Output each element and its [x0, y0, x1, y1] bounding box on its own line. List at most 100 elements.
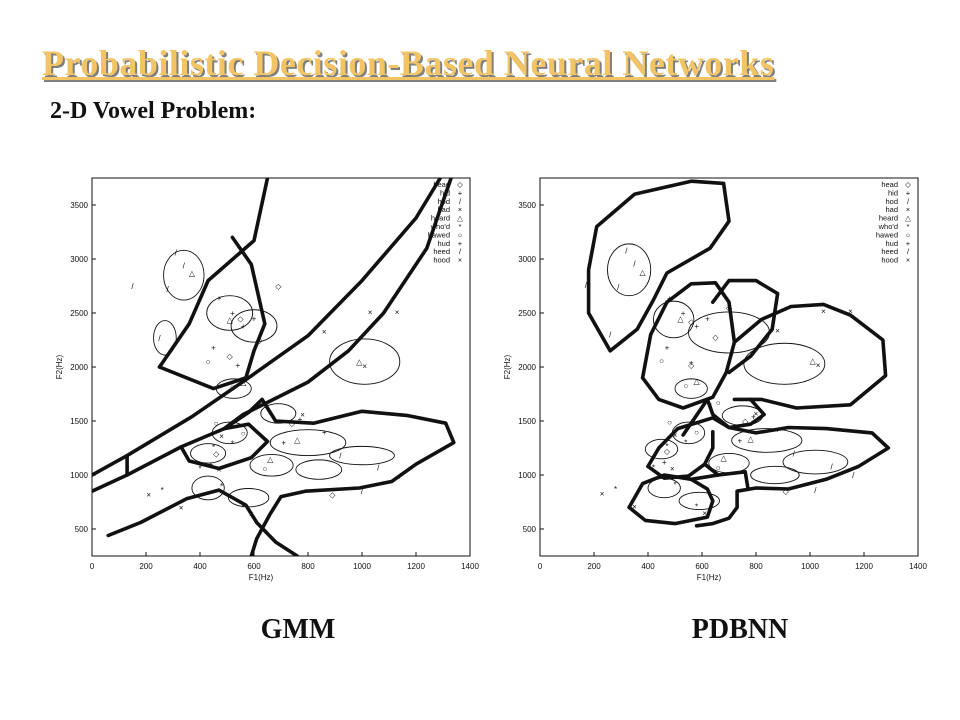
- data-point: ◇: [237, 314, 244, 323]
- y-tick-label: 1000: [518, 471, 536, 480]
- pdbnn-scatter-chart: 0 200 400 600 800 1000 1200 1400 500 1000 1500 2000…: [503, 177, 927, 582]
- data-point: ◇: [783, 487, 790, 496]
- decision-boundary: [106, 488, 299, 556]
- legend-marker: △: [905, 214, 912, 223]
- data-point: /: [585, 281, 588, 290]
- legend-marker: ◇: [457, 180, 464, 189]
- data-point: △: [721, 454, 728, 463]
- cluster-ellipse: [652, 300, 695, 339]
- legend-label: had: [437, 205, 450, 214]
- data-point: ○: [716, 399, 721, 408]
- decision-boundary: [157, 178, 270, 369]
- data-point: /: [793, 449, 796, 458]
- data-point: ○: [206, 358, 211, 367]
- data-point: △: [240, 378, 247, 387]
- data-point: +: [667, 294, 672, 303]
- data-point: /: [609, 331, 612, 340]
- pdbnn-caption: PDBNN: [691, 614, 789, 645]
- data-point: +: [217, 294, 222, 303]
- legend-marker: *: [907, 222, 910, 231]
- data-point: ×: [249, 510, 254, 519]
- data-point: ×: [708, 401, 713, 410]
- data-point: ×: [821, 307, 826, 316]
- data-point: ×: [670, 465, 675, 474]
- legend-marker: +: [906, 239, 911, 248]
- data-point: ◇: [227, 352, 234, 361]
- data-point: /: [852, 471, 855, 480]
- legend-label: heard: [431, 214, 450, 223]
- legend-marker: +: [458, 188, 463, 197]
- data-point: *: [695, 502, 698, 511]
- data-point: ×: [368, 308, 373, 317]
- data-point: ×: [816, 361, 821, 370]
- data-point: *: [198, 465, 201, 474]
- legend-label: heed: [881, 247, 898, 256]
- data-point: △: [677, 314, 684, 323]
- data-point: △: [267, 455, 274, 464]
- data-point: ×: [322, 327, 327, 336]
- cluster-ellipse: [678, 491, 721, 511]
- legend-marker: ◇: [905, 180, 912, 189]
- decision-boundary: [646, 430, 715, 480]
- x-axis-label: F1(Hz): [249, 573, 274, 582]
- data-point: ×: [219, 432, 224, 441]
- data-point: △: [694, 377, 701, 386]
- data-point: +: [230, 309, 235, 318]
- data-point: ×: [632, 502, 637, 511]
- legend-marker: +: [458, 239, 463, 248]
- data-point: +: [211, 344, 216, 353]
- x-tick-label: 200: [587, 562, 601, 571]
- data-point: /: [183, 261, 186, 270]
- cluster-ellipse: [731, 428, 803, 453]
- decision-boundary: [640, 281, 737, 410]
- data-point: /: [339, 452, 342, 461]
- data-point: *: [242, 503, 245, 512]
- legend-marker: ×: [458, 256, 462, 265]
- legend-marker: /: [459, 247, 462, 256]
- data-point: *: [220, 482, 223, 491]
- plot-area: ◇◇◇◇◇◇◇++++++++++/////////×××××××××××△△△…: [585, 179, 891, 528]
- data-point: ○: [694, 428, 699, 437]
- data-point: ×: [754, 409, 759, 418]
- gmm-scatter-chart: 0 200 400 600 800 1000 1200 1400 500 1000 1500 2000…: [55, 177, 479, 582]
- data-point: *: [614, 485, 617, 494]
- y-tick-label: 2000: [70, 363, 88, 372]
- data-point: ◇: [688, 318, 695, 327]
- data-point: /: [399, 472, 402, 481]
- decision-boundary: [702, 462, 720, 477]
- legend-label: heed: [433, 247, 450, 256]
- data-point: ○: [241, 429, 246, 438]
- legend-label: hod: [885, 197, 898, 206]
- x-tick-label: 400: [641, 562, 655, 571]
- legend-marker: △: [457, 214, 464, 223]
- data-point: ×: [775, 326, 780, 335]
- data-point: ○: [716, 463, 721, 472]
- cluster-ellipse: [295, 459, 343, 480]
- gmm-chart-panel: 0 200 400 600 800 1000 1200 1400 500 1000 1500 2000…: [30, 168, 480, 588]
- x-tick-label: 800: [301, 562, 315, 571]
- decision-boundary: [222, 397, 456, 556]
- legend-marker: /: [459, 197, 462, 206]
- data-point: ×: [362, 362, 367, 371]
- decision-boundary: [689, 470, 750, 490]
- data-point: /: [166, 285, 169, 294]
- y-tick-label: 3500: [518, 201, 536, 210]
- cluster-ellipse: [750, 465, 800, 485]
- data-point: ○: [230, 382, 235, 391]
- decision-boundary: [705, 397, 766, 430]
- data-point: △: [227, 315, 234, 324]
- slide-subtitle: 2-D Vowel Problem:: [50, 98, 257, 124]
- data-point: ◇: [275, 282, 282, 291]
- cluster-ellipse: [329, 445, 395, 466]
- x-tick-label: 1200: [855, 562, 873, 571]
- y-tick-label: 3000: [70, 255, 88, 264]
- legend-label: who'd: [878, 222, 898, 231]
- y-tick-label: 3500: [70, 201, 88, 210]
- legend-label: had: [885, 205, 898, 214]
- y-tick-label: 3000: [518, 255, 536, 264]
- data-point: ×: [146, 490, 151, 499]
- decision-boundary: [627, 473, 715, 526]
- data-point: ◇: [213, 449, 220, 458]
- decision-boundary: [92, 178, 443, 477]
- x-axis-label: F1(Hz): [697, 573, 722, 582]
